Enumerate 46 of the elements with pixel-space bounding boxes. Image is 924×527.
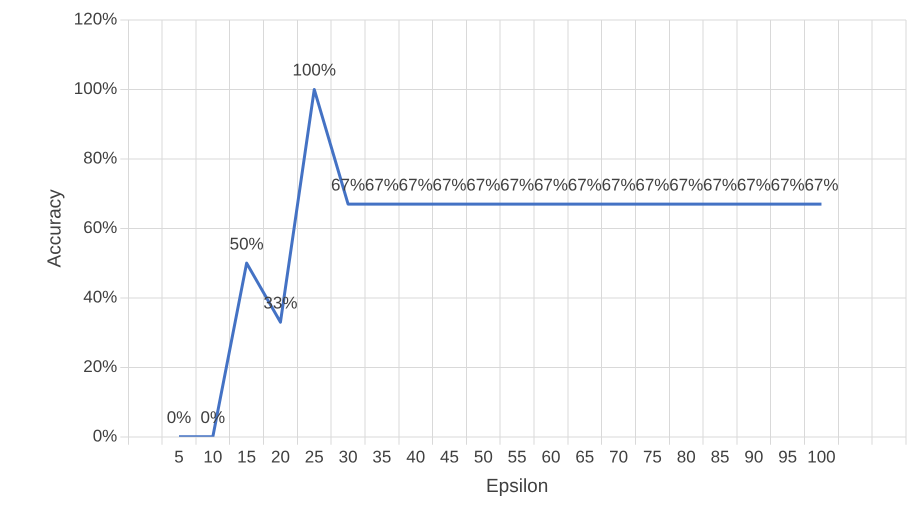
x-tick-label: 90 bbox=[744, 448, 764, 467]
x-tick-label: 50 bbox=[474, 448, 493, 467]
y-tick-label: 20% bbox=[83, 357, 118, 376]
x-axis-title: Epsilon bbox=[486, 476, 548, 497]
x-tick-label: 15 bbox=[237, 448, 256, 467]
data-label: 67% bbox=[398, 175, 433, 194]
y-tick-label: 60% bbox=[83, 218, 118, 238]
x-tick-label: 70 bbox=[609, 448, 628, 467]
data-label: 67% bbox=[770, 175, 805, 194]
data-label: 67% bbox=[568, 175, 602, 194]
y-tick-label: 80% bbox=[83, 148, 118, 168]
data-label: 67% bbox=[432, 175, 467, 194]
x-tick-label: 10 bbox=[203, 448, 222, 467]
data-label: 67% bbox=[736, 175, 771, 194]
data-label: 67% bbox=[466, 175, 500, 194]
data-label: 67% bbox=[602, 175, 636, 194]
y-tick-label: 40% bbox=[83, 288, 118, 307]
x-tick-label: 5 bbox=[174, 448, 184, 467]
data-label: 100% bbox=[292, 60, 336, 80]
y-tick-label: 0% bbox=[92, 426, 118, 446]
x-tick-label: 25 bbox=[304, 448, 324, 467]
y-tick-label: 100% bbox=[74, 79, 118, 98]
x-tick-label: 80 bbox=[676, 448, 696, 467]
x-tick-label: 35 bbox=[372, 448, 392, 467]
x-tick-label: 100 bbox=[807, 448, 836, 467]
data-label: 67% bbox=[703, 175, 738, 194]
data-label: 67% bbox=[364, 175, 399, 194]
x-tick-label: 40 bbox=[406, 448, 426, 467]
data-label: 67% bbox=[635, 175, 670, 194]
data-label: 0% bbox=[166, 408, 192, 427]
y-tick-label: 120% bbox=[74, 10, 118, 29]
x-tick-label: 60 bbox=[541, 448, 560, 467]
x-tick-label: 65 bbox=[575, 448, 594, 467]
data-label: 67% bbox=[500, 175, 534, 194]
data-label: 67% bbox=[669, 175, 704, 194]
x-tick-label: 85 bbox=[710, 448, 730, 467]
x-tick-label: 45 bbox=[440, 448, 459, 467]
x-tick-label: 75 bbox=[642, 448, 662, 467]
x-tick-label: 30 bbox=[338, 448, 358, 467]
x-tick-label: 55 bbox=[508, 448, 527, 467]
y-axis-title: Accuracy bbox=[44, 188, 66, 268]
x-tick-label: 95 bbox=[778, 448, 798, 467]
data-label: 50% bbox=[230, 234, 264, 254]
x-tick-label: 20 bbox=[270, 448, 290, 467]
data-label: 67% bbox=[534, 175, 568, 194]
data-label: 67% bbox=[804, 175, 838, 194]
